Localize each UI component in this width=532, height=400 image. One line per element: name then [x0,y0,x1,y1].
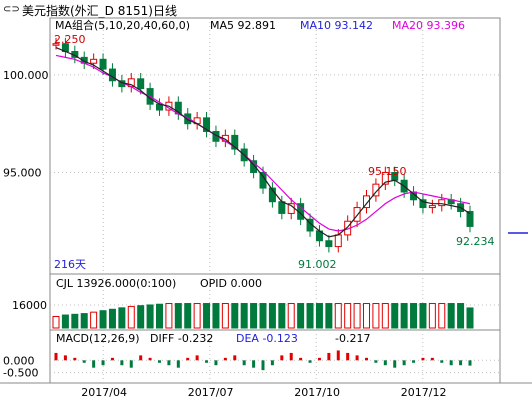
window-title: 美元指数(外汇_D 8151)日线 [22,4,177,18]
volume-bar [381,303,389,329]
y-tick-vol: 16000 [12,299,47,312]
title-bar: ⊂⊃ 美元指数(外汇_D 8151)日线 [0,0,532,18]
legend-dea: DEA -0.123 [236,332,298,345]
volume-bar [90,311,98,329]
volume-bar [61,314,69,329]
volume-bar [99,310,107,329]
volume-bar [231,303,239,329]
volume-bar [240,303,248,329]
volume-bar [108,308,116,329]
candle-body [250,160,258,173]
candle-body [466,210,474,227]
candle-body [363,195,370,209]
y-tick-main: 95.000 [3,166,42,179]
volume-bar [353,303,361,329]
annot-days: 216天 [54,258,86,271]
volume-bar [306,303,314,329]
legend-ma10: MA10 93.142 [300,19,373,32]
volume-bar [146,304,154,329]
volume-bar [80,313,88,329]
annot-low: 91.002 [298,258,337,271]
volume-bar [372,303,380,329]
x-tick: 2017/12 [401,386,447,399]
legend-diff: DIFF -0.232 [150,332,213,345]
candle-body [372,183,380,197]
candle-body [438,199,446,207]
volume-bar [363,303,370,329]
annot-mid-high: 95.150 [368,165,407,178]
legend-ma-group: MA组合(5,10,20,40,60,0) [55,18,190,32]
candle-body [184,113,192,125]
volume-bar [221,303,229,329]
x-tick: 2017/04 [81,386,127,399]
volume-bar [268,303,276,329]
volume-bar [259,303,267,329]
x-tick: 2017/10 [294,386,340,399]
volume-bar [315,303,323,329]
macd-panel [54,350,472,371]
candle-body [381,171,389,185]
volume-bar [297,303,305,329]
axis-labels: 100.000 95.000 16000 0.000-0.500 2017/04 2017… [3,69,446,399]
candle-body [278,201,286,214]
y-tick-macd: -0.500 [3,367,38,380]
candle-body [428,205,436,209]
volume-bar [334,303,342,329]
volume-bar [52,315,60,329]
volume-bar [174,303,182,329]
legend-macd: MACD(12,26,9) [56,332,140,345]
ma20-line [55,54,471,232]
volume-bar [184,303,192,329]
volume-bar [250,303,258,329]
candle-body [137,78,145,90]
y-tick-main: 100.000 [3,69,49,82]
volume-bar [410,303,418,329]
y-tick-macd: 0.000 [3,354,35,367]
volume-bar [137,305,145,329]
volume-bar [118,307,126,329]
volume-bar [203,303,211,329]
volume-bar [325,303,333,329]
ma5-line [55,47,471,238]
candle-body [203,117,211,132]
volume-bar [419,303,427,329]
x-tick: 2017/07 [188,386,234,399]
candle-body [419,199,427,209]
volume-bar [391,303,399,329]
volume-bar [438,303,446,329]
candle-body [90,58,98,64]
volume-bar [127,305,135,329]
candle-body [334,234,342,248]
candle-body [353,207,361,222]
legend-ma5: MA5 92.891 [210,19,276,32]
annot-last: 92.234 [456,235,495,248]
volume-bar [156,303,163,329]
link-icon[interactable]: ⊂⊃ [3,4,20,15]
volume-bar [165,303,173,329]
volume-bar [428,303,436,329]
legend-macd-value: -0.217 [335,332,370,345]
candle-body [99,58,107,70]
candle-body [52,43,60,46]
legend-cjl: CJL 13926.000(0:100) [56,277,176,290]
price-panel [52,37,474,253]
volume-bar [466,307,474,329]
volume-bar [287,303,295,329]
annot-first-high: 2.250 [54,33,86,46]
volume-panel [52,303,474,329]
volume-bar [457,303,465,329]
volume-bar [400,303,408,329]
candle-body [268,187,276,203]
volume-bar [71,313,79,329]
legend-opid: OPID 0.000 [200,277,262,290]
candle-body [231,134,239,150]
volume-bar [193,303,201,329]
volume-bar [344,303,352,329]
volume-bar [447,303,455,329]
volume-bar [212,303,220,329]
candle-body [325,240,333,248]
legend-ma20: MA20 93.396 [392,19,465,32]
volume-bar [278,303,286,329]
